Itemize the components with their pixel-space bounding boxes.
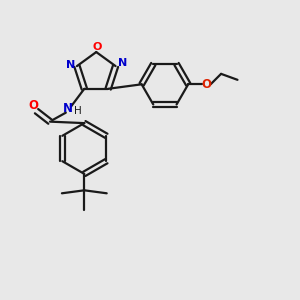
Text: N: N xyxy=(63,102,73,115)
Text: N: N xyxy=(118,58,127,68)
Text: O: O xyxy=(201,78,211,91)
Text: H: H xyxy=(74,106,81,116)
Text: N: N xyxy=(66,60,75,70)
Text: O: O xyxy=(28,99,39,112)
Text: O: O xyxy=(92,42,101,52)
